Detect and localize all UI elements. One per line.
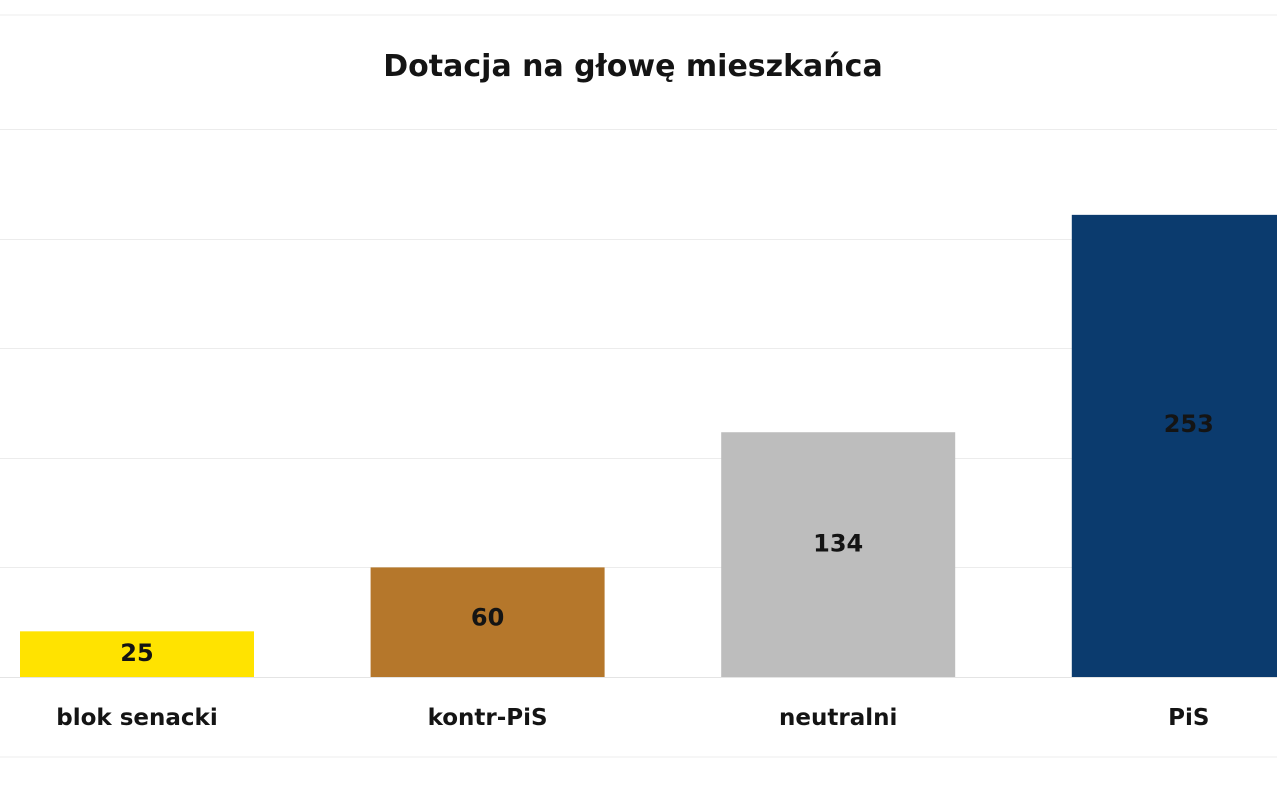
category-label: neutralni: [779, 705, 897, 731]
bar-blok-senacki: [20, 631, 254, 677]
bar-neutralni: [721, 432, 956, 677]
gridlines: [0, 129, 1277, 678]
chart-title: Dotacja na głowę mieszkańca: [383, 49, 882, 84]
bars: 25 60 134 253: [20, 214, 1277, 677]
data-label: 134: [813, 529, 863, 557]
bar-pis: [1071, 214, 1277, 677]
category-label: kontr-PiS: [428, 705, 548, 731]
category-label: blok senacki: [56, 705, 217, 731]
data-label: 253: [1164, 410, 1214, 438]
bar-kontr-pis: [370, 567, 605, 677]
data-label: 25: [120, 639, 153, 667]
category-labels: blok senacki kontr-PiS neutralni PiS: [56, 705, 1209, 731]
data-label: 60: [471, 604, 504, 632]
category-label: PiS: [1168, 705, 1209, 731]
